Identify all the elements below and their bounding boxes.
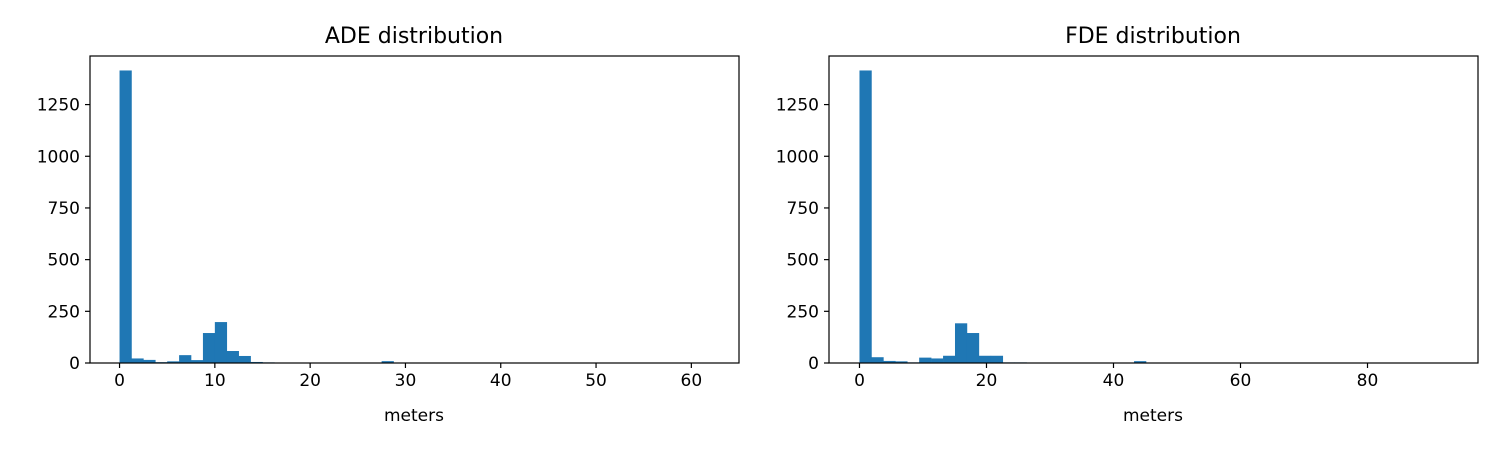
y-tick-label: 750 [787, 199, 819, 219]
histogram-bar [931, 358, 944, 363]
histogram-bar [990, 355, 1004, 363]
plot-frame [89, 55, 740, 364]
x-tick-label: 20 [299, 371, 321, 391]
y-tick-label: 0 [69, 354, 80, 374]
histogram-bar [191, 360, 204, 363]
histogram-bar [919, 357, 932, 363]
bar-series [859, 70, 1457, 364]
bar-series [119, 70, 716, 364]
x-tick-label: 0 [114, 371, 125, 391]
x-axis: 0 20 40 60 80 [854, 363, 1378, 391]
histogram-bar [226, 351, 239, 363]
x-tick-label: 30 [395, 371, 417, 391]
histogram-bar [895, 361, 908, 363]
y-axis: 0 250 500 750 1000 1250 [776, 96, 829, 374]
histogram-bar [214, 322, 228, 363]
fde-chart: FDE distribution meters 0 20 40 60 80 0 250 50… [776, 24, 1479, 426]
histogram-bar [119, 70, 132, 364]
x-tick-label: 60 [681, 371, 703, 391]
y-tick-label: 0 [808, 354, 819, 374]
histogram-bar [179, 355, 192, 363]
x-tick-label: 60 [1230, 371, 1252, 391]
x-axis-label: meters [1123, 406, 1183, 426]
y-tick-label: 500 [48, 251, 80, 271]
y-tick-label: 500 [787, 251, 819, 271]
histogram-bar [167, 361, 180, 363]
histogram-bar [883, 360, 896, 363]
x-tick-label: 20 [976, 371, 998, 391]
histogram-bar [143, 359, 156, 363]
histogram-bar [859, 70, 872, 364]
x-axis-label: meters [384, 406, 444, 426]
y-tick-label: 1250 [776, 96, 819, 116]
x-tick-label: 80 [1357, 371, 1379, 391]
ade-chart: ADE distribution meters 0 10 20 30 40 50 60 0 2… [37, 24, 740, 426]
chart-title: FDE distribution [1065, 24, 1241, 49]
histogram-bar [871, 357, 884, 363]
x-tick-label: 40 [490, 371, 512, 391]
plot-frame [828, 55, 1479, 364]
histogram-bar [238, 355, 251, 363]
x-tick-label: 50 [585, 371, 607, 391]
y-tick-label: 1000 [776, 147, 819, 167]
y-tick-label: 1000 [37, 147, 80, 167]
x-tick-label: 10 [204, 371, 226, 391]
histogram-bar [978, 355, 992, 363]
histogram-bar [966, 333, 980, 363]
y-axis: 0 250 500 750 1000 1250 [37, 96, 90, 374]
y-tick-label: 750 [48, 199, 80, 219]
x-axis: 0 10 20 30 40 50 60 [114, 363, 702, 391]
histogram-bar [202, 333, 216, 363]
histogram-bar [954, 323, 968, 363]
y-tick-label: 1250 [37, 96, 80, 116]
histogram-bar [381, 361, 394, 363]
histogram-bar [131, 358, 144, 363]
y-tick-label: 250 [787, 302, 819, 322]
chart-title: ADE distribution [325, 24, 503, 49]
histogram-bar [943, 355, 956, 363]
x-tick-label: 40 [1103, 371, 1125, 391]
y-tick-label: 250 [48, 302, 80, 322]
x-tick-label: 0 [854, 371, 865, 391]
histogram-bar [1134, 361, 1147, 363]
